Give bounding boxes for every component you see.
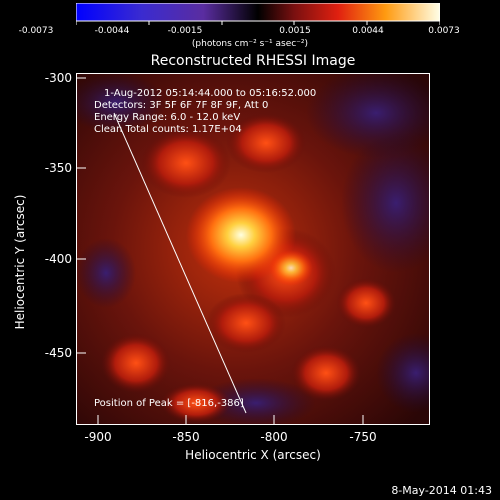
colorbar-units: (photons cm⁻² s⁻¹ asec⁻²) bbox=[191, 39, 309, 49]
clean-info: Clean Total counts: 1.17E+04 bbox=[94, 124, 242, 135]
colorbar-tick: -0.0073 bbox=[18, 26, 54, 36]
x-axis-label: Heliocentric X (arcsec) bbox=[185, 448, 321, 462]
y-axis-label: Heliocentric Y (arcsec) bbox=[13, 194, 27, 330]
x-tick-label: -850 bbox=[172, 430, 200, 444]
x-tick-label: -800 bbox=[260, 430, 288, 444]
time-range: 1-Aug-2012 05:14:44.000 to 05:16:52.000 bbox=[104, 88, 317, 99]
y-tick-label: -450 bbox=[44, 346, 72, 360]
y-tick-label: -350 bbox=[44, 161, 72, 175]
energy-range: Energy Range: 6.0 - 12.0 keV bbox=[94, 112, 241, 123]
rhessi-image bbox=[76, 73, 430, 425]
colorbar-tick: 0.0015 bbox=[279, 26, 311, 36]
colorbar-tick: -0.0015 bbox=[167, 26, 203, 36]
peak-position: Position of Peak = [-816,-386] bbox=[94, 398, 244, 409]
x-tick-label: -750 bbox=[349, 430, 377, 444]
y-tick-label: -400 bbox=[44, 252, 72, 266]
y-tick-label: -300 bbox=[44, 71, 72, 85]
x-tick-label: -900 bbox=[84, 430, 112, 444]
timestamp: 8-May-2014 01:43 bbox=[391, 484, 492, 497]
colorbar bbox=[76, 3, 440, 25]
colorbar-tick: 0.0044 bbox=[352, 26, 384, 36]
colorbar-tick: 0.0073 bbox=[428, 26, 460, 36]
detectors-info: Detectors: 3F 5F 6F 7F 8F 9F, Att 0 bbox=[94, 100, 269, 111]
colorbar-tick: -0.0044 bbox=[94, 26, 130, 36]
image-title: Reconstructed RHESSI Image bbox=[150, 53, 356, 69]
